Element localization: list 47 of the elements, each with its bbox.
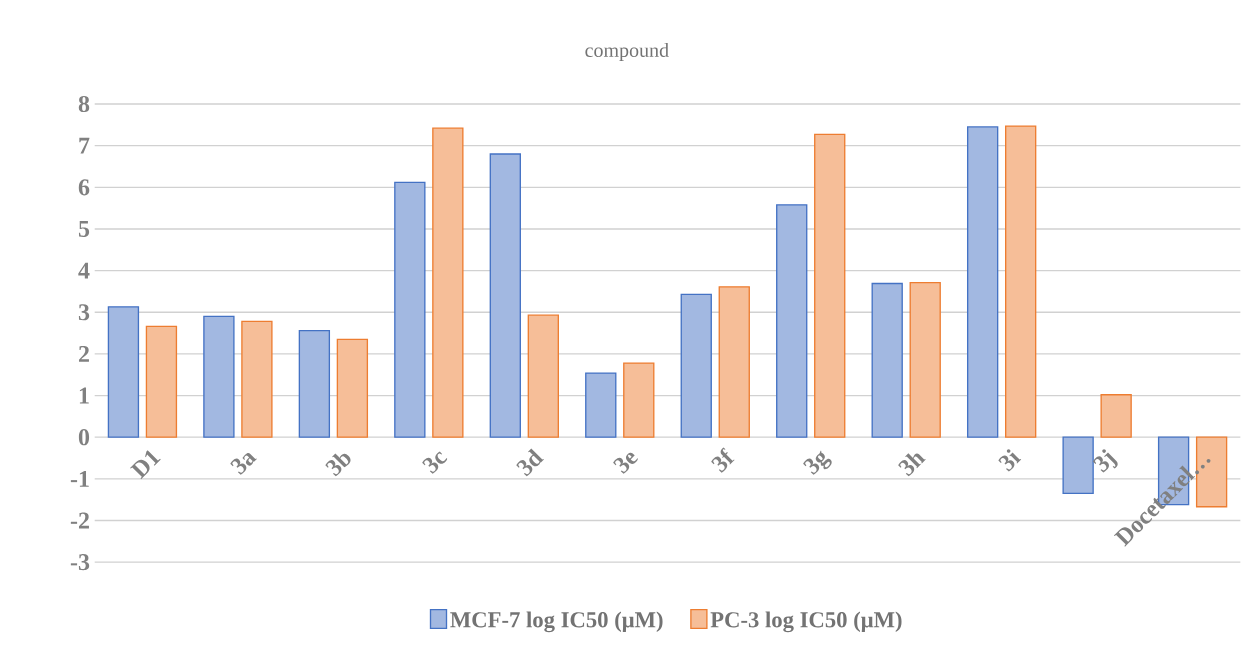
bar: [966, 126, 999, 438]
bar: [623, 362, 655, 438]
x-tick-label: 3d: [516, 448, 544, 477]
x-tick-label: 3f: [711, 447, 735, 473]
bar: [432, 127, 464, 438]
bar: [298, 329, 331, 438]
y-tick-label: -3: [70, 554, 90, 571]
y-tick-label: 7: [79, 137, 90, 154]
bar: [107, 306, 140, 438]
bar: [1005, 125, 1037, 438]
bar: [585, 372, 617, 438]
bar: [814, 133, 846, 438]
y-tick-label: 1: [79, 387, 89, 404]
chart-title: compound: [585, 42, 669, 61]
bar: [776, 204, 808, 438]
y-tick-label: -1: [70, 470, 89, 487]
x-tick-label: 3h: [898, 453, 926, 477]
x-tick-label: 3i: [998, 449, 1022, 472]
bar: [871, 282, 903, 438]
y-tick-label: 8: [78, 95, 90, 113]
bar: [1100, 393, 1132, 438]
bar: [1062, 436, 1094, 495]
bar: [680, 293, 712, 438]
bar: [336, 338, 369, 438]
bar: [203, 315, 235, 438]
y-tick-label: 0: [78, 429, 90, 446]
y-tick-label: -2: [70, 512, 89, 529]
bar: [394, 181, 426, 438]
bar: [718, 286, 750, 438]
bar: [489, 153, 521, 438]
y-tick-label: 2: [78, 345, 89, 362]
bar: [241, 320, 273, 438]
y-tick-label: 4: [78, 262, 90, 279]
legend-label: PC-3 log IC50 (μM): [710, 611, 902, 633]
bar: [909, 281, 941, 438]
y-tick-label: 5: [78, 220, 90, 237]
x-tick-label: 3e: [613, 452, 638, 474]
x-tick-label: D1: [130, 450, 161, 480]
bar: [145, 325, 178, 438]
x-tick-label: 3c: [422, 451, 448, 474]
y-tick-label: 3: [78, 304, 90, 321]
x-tick-label: 3a: [230, 452, 257, 475]
x-tick-label: 3g: [803, 450, 832, 475]
bar: [527, 314, 559, 438]
x-tick-label: 3b: [325, 453, 351, 477]
legend-label: MCF-7 log IC50 (μM): [450, 611, 663, 633]
y-tick-label: 6: [78, 179, 90, 196]
